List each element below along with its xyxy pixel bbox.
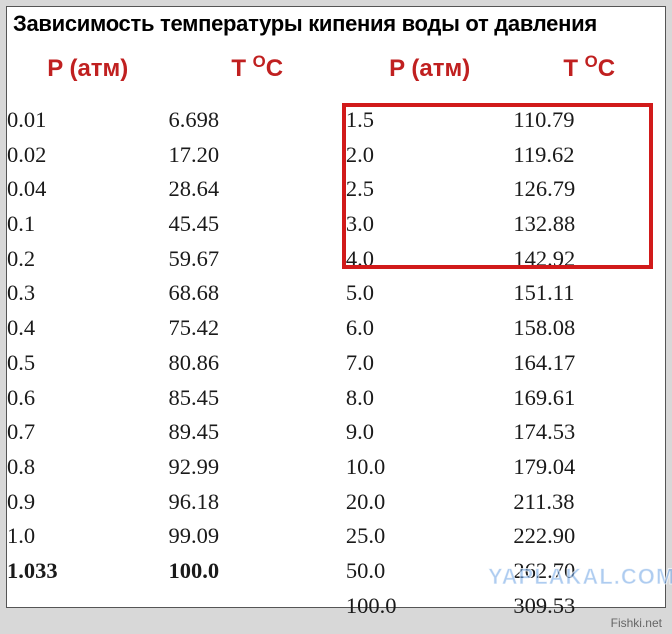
- cell-pressure: 0.9: [7, 485, 169, 520]
- cell-temp: 222.90: [513, 519, 665, 554]
- table-row: 0.145.453.0132.88: [7, 207, 665, 242]
- header-pressure-left: P (атм): [7, 39, 169, 103]
- table-card: Зависимость температуры кипения воды от …: [6, 6, 666, 608]
- cell-pressure: 0.1: [7, 207, 169, 242]
- cell-temp: 59.67: [169, 242, 346, 277]
- cell-temp: 142.92: [513, 242, 665, 277]
- cell-pressure: 0.8: [7, 450, 169, 485]
- cell-temp: 68.68: [169, 276, 346, 311]
- cell-pressure: 2.0: [346, 138, 513, 173]
- cell-temp: 80.86: [169, 346, 346, 381]
- cell-temp: 126.79: [513, 172, 665, 207]
- cell-pressure: 25.0: [346, 519, 513, 554]
- cell-temp: 174.53: [513, 415, 665, 450]
- cell-temp: 45.45: [169, 207, 346, 242]
- cell-temp: 89.45: [169, 415, 346, 450]
- cell-pressure: 1.5: [346, 103, 513, 138]
- header-temp-left: T ОС: [169, 39, 346, 103]
- cell-pressure: [7, 589, 169, 624]
- table-row: 0.259.674.0142.92: [7, 242, 665, 277]
- table-body: 0.016.6981.5110.790.0217.202.0119.620.04…: [7, 103, 665, 623]
- table-row: 0.016.6981.5110.79: [7, 103, 665, 138]
- cell-temp: 75.42: [169, 311, 346, 346]
- cell-pressure: 4.0: [346, 242, 513, 277]
- cell-temp: 6.698: [169, 103, 346, 138]
- table-row: 0.475.426.0158.08: [7, 311, 665, 346]
- table-row: 100.0309.53: [7, 589, 665, 624]
- header-pressure-right: P (атм): [346, 39, 513, 103]
- cell-temp: 99.09: [169, 519, 346, 554]
- cell-pressure: 10.0: [346, 450, 513, 485]
- table-row: 0.580.867.0164.17: [7, 346, 665, 381]
- cell-pressure: 5.0: [346, 276, 513, 311]
- watermark: YAPLAKAL.COM: [488, 564, 672, 590]
- cell-pressure: 100.0: [346, 589, 513, 624]
- cell-temp: 151.11: [513, 276, 665, 311]
- cell-pressure: 1.033: [7, 554, 169, 589]
- cell-pressure: 2.5: [346, 172, 513, 207]
- cell-pressure: 8.0: [346, 381, 513, 416]
- cell-pressure: 0.7: [7, 415, 169, 450]
- cell-temp: 92.99: [169, 450, 346, 485]
- boiling-point-table: P (атм) T ОС P (атм) T ОС 0.016.6981.511…: [7, 39, 665, 623]
- table-row: 0.996.1820.0211.38: [7, 485, 665, 520]
- cell-temp: 96.18: [169, 485, 346, 520]
- cell-temp: 110.79: [513, 103, 665, 138]
- table-row: 1.099.0925.0222.90: [7, 519, 665, 554]
- header-temp-right: T ОС: [513, 39, 665, 103]
- cell-temp: [169, 589, 346, 624]
- cell-pressure: 0.3: [7, 276, 169, 311]
- cell-temp: 85.45: [169, 381, 346, 416]
- table-header-row: P (атм) T ОС P (атм) T ОС: [7, 39, 665, 103]
- cell-pressure: 0.01: [7, 103, 169, 138]
- table-row: 0.0217.202.0119.62: [7, 138, 665, 173]
- page-title: Зависимость температуры кипения воды от …: [7, 7, 665, 39]
- cell-pressure: 0.2: [7, 242, 169, 277]
- cell-pressure: 0.04: [7, 172, 169, 207]
- cell-pressure: 0.5: [7, 346, 169, 381]
- cell-pressure: 6.0: [346, 311, 513, 346]
- cell-temp: 158.08: [513, 311, 665, 346]
- cell-pressure: 0.6: [7, 381, 169, 416]
- table-row: 0.892.9910.0179.04: [7, 450, 665, 485]
- cell-pressure: 7.0: [346, 346, 513, 381]
- table-row: 0.685.458.0169.61: [7, 381, 665, 416]
- cell-temp: 132.88: [513, 207, 665, 242]
- cell-pressure: 9.0: [346, 415, 513, 450]
- cell-temp: 179.04: [513, 450, 665, 485]
- cell-pressure: 1.0: [7, 519, 169, 554]
- cell-pressure: 0.02: [7, 138, 169, 173]
- cell-temp: 119.62: [513, 138, 665, 173]
- cell-temp: 28.64: [169, 172, 346, 207]
- cell-temp: 169.61: [513, 381, 665, 416]
- cell-temp: 100.0: [169, 554, 346, 589]
- cell-pressure: 20.0: [346, 485, 513, 520]
- cell-temp: 17.20: [169, 138, 346, 173]
- cell-temp: 164.17: [513, 346, 665, 381]
- table-row: 0.789.459.0174.53: [7, 415, 665, 450]
- cell-pressure: 0.4: [7, 311, 169, 346]
- cell-temp: 211.38: [513, 485, 665, 520]
- table-row: 0.368.685.0151.11: [7, 276, 665, 311]
- cell-pressure: 3.0: [346, 207, 513, 242]
- credit-text: Fishki.net: [611, 616, 662, 630]
- table-row: 0.0428.642.5126.79: [7, 172, 665, 207]
